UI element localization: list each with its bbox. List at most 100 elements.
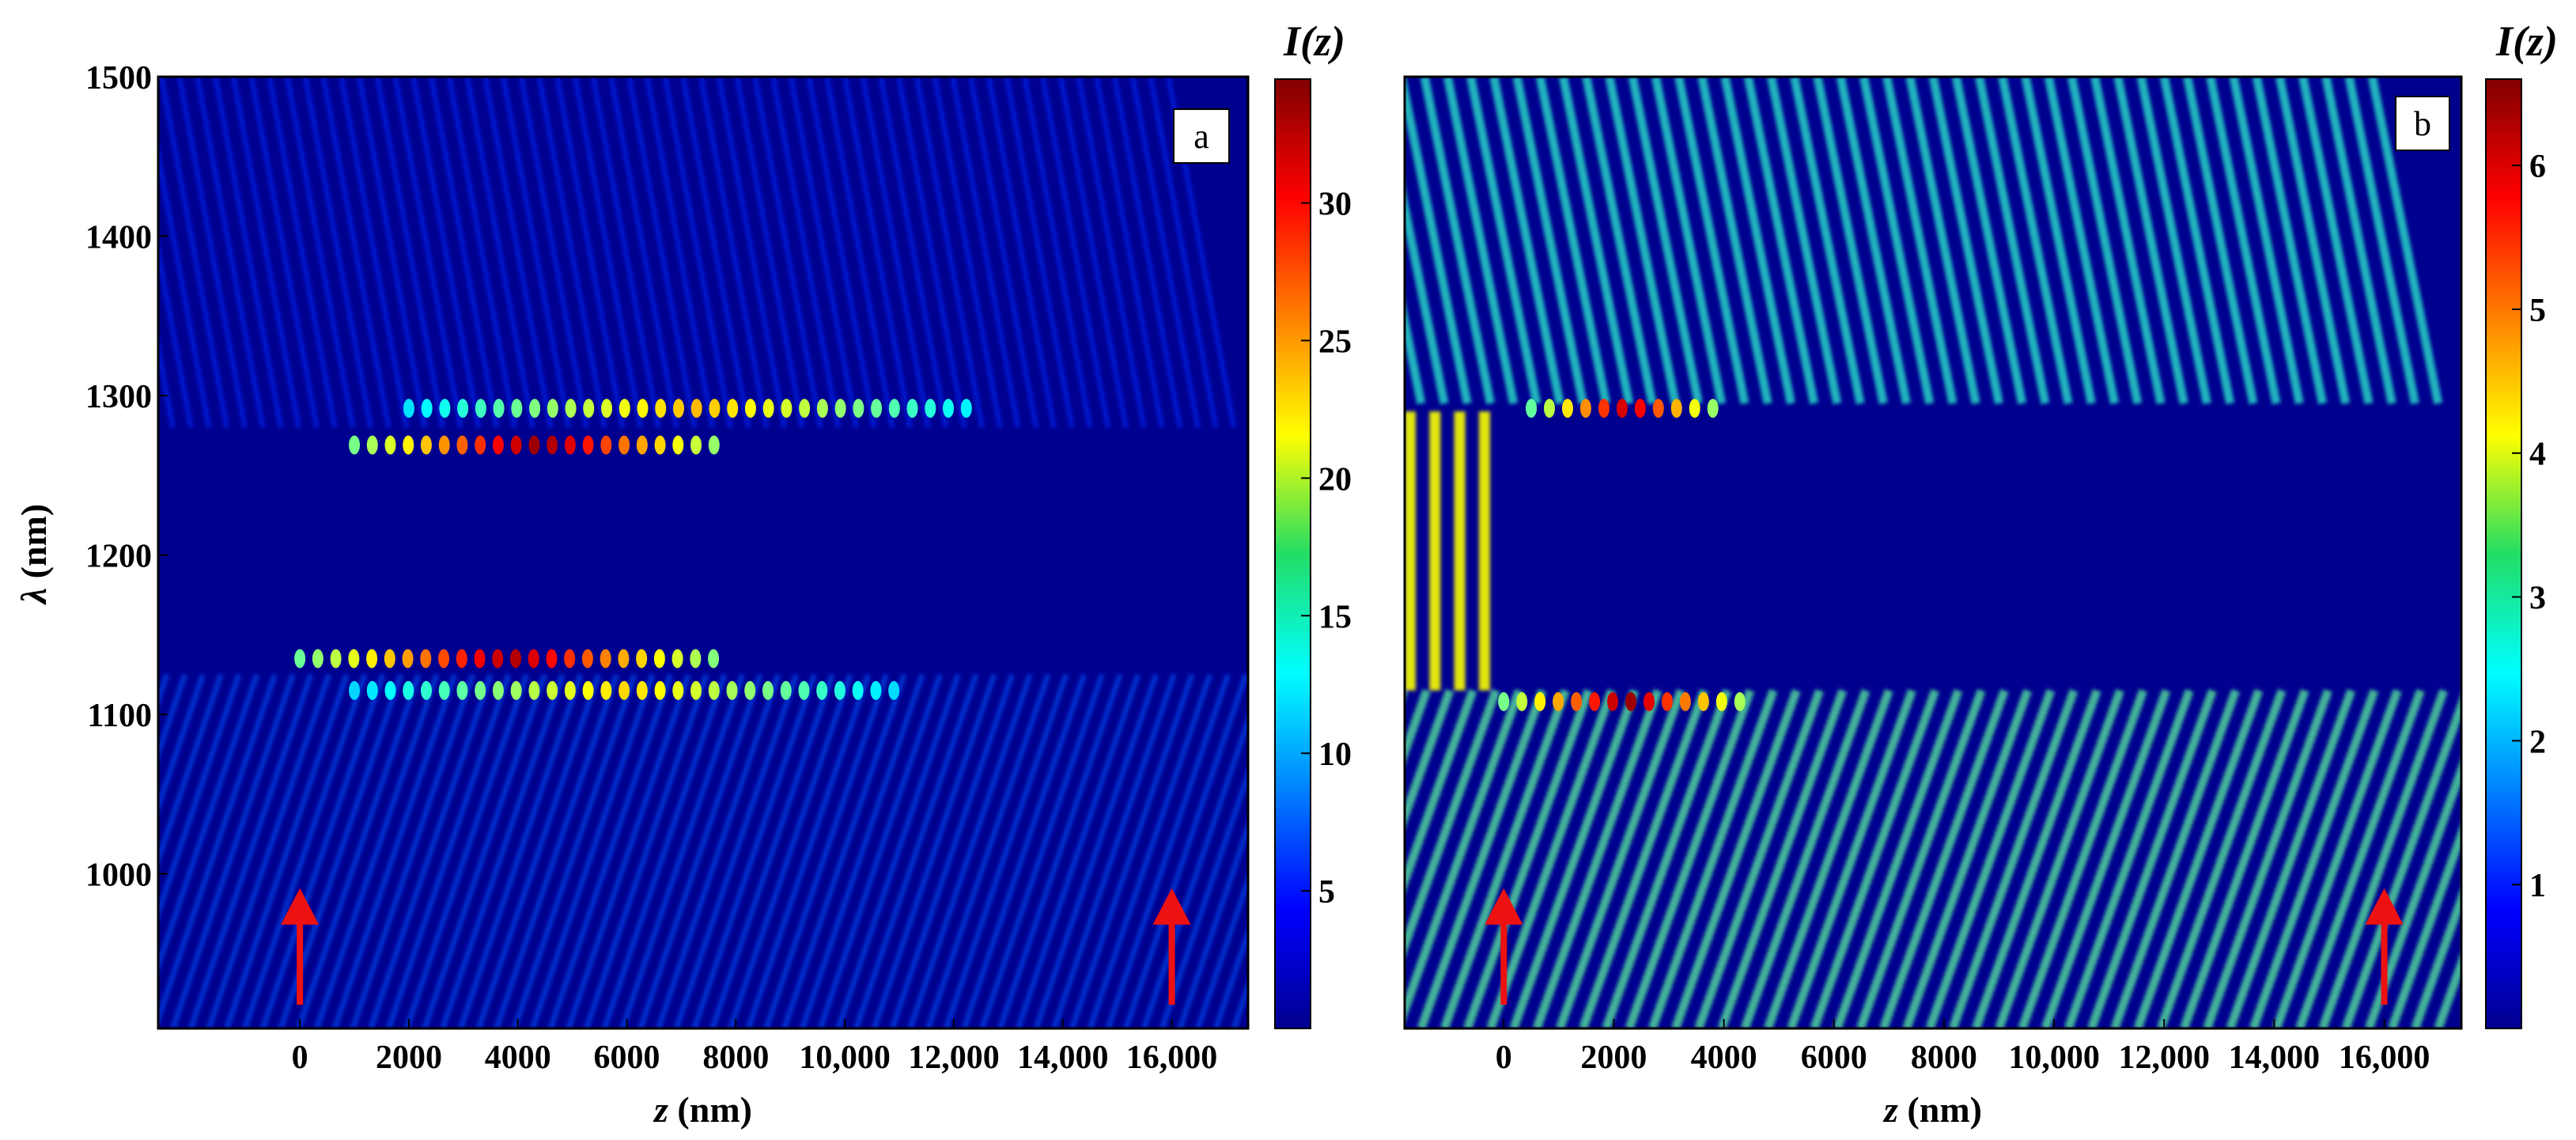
panel-b-hot-spot (1498, 691, 1510, 711)
panel-b-fringe (1439, 688, 1570, 1028)
panel-a-fringe (158, 673, 188, 763)
panel-b-fringe (1671, 688, 1801, 1028)
panel-a-hot-spot (439, 399, 451, 419)
panel-a-fringe (878, 77, 949, 428)
panel-b-label: b (2414, 104, 2431, 143)
panel-a-hot-spot (780, 680, 792, 700)
panel-a-hot-spot (601, 399, 613, 419)
panel-a-fringe (1105, 673, 1231, 1028)
panel-a-fringe (386, 673, 512, 1028)
panel-a-arrow-head (1152, 888, 1191, 925)
panel-b-fringe (1466, 77, 1541, 405)
panel-a-fringe (158, 77, 230, 428)
panel-a-hot-spot (654, 680, 666, 700)
panel-b-x-tick-label: 8000 (1911, 1040, 1977, 1076)
panel-b-fringe (1647, 688, 1778, 1028)
panel-b-fringe (2203, 688, 2332, 1028)
panel-b-fringe (2411, 886, 2461, 1028)
panel-a-fringe (800, 673, 925, 1028)
panel-b-plot-frame (1403, 75, 2463, 1030)
panel-a-hot-spot (581, 649, 593, 668)
panel-b-x-tick-label: 10,000 (2008, 1040, 2100, 1076)
panel-a-hot-spot (438, 649, 450, 668)
panel-a-hot-spot (799, 399, 811, 419)
panel-b-fringe (1859, 77, 1935, 405)
panel-a-fringe (823, 77, 895, 428)
panel-a-hot-spot (366, 435, 378, 455)
panel-a-fringe (889, 673, 1015, 1028)
panel-b-fringe (1905, 77, 1980, 405)
panel-a-hot-spot (510, 680, 522, 700)
panel-a-fringe (662, 77, 733, 428)
panel-a-fringe (0, 77, 65, 427)
panel-a-colorbar-tick-label: 5 (1318, 874, 1335, 911)
panel-a-fringe (1129, 77, 1201, 428)
panel-b-fringe (2229, 77, 2304, 405)
panel-a-fringe (158, 673, 224, 869)
panel-a-fringe (925, 673, 1051, 1028)
panel-a-fringe (943, 673, 1069, 1028)
panel-a-hot-spot (672, 399, 684, 419)
panel-a-hot-spot (798, 680, 810, 700)
panel-a-label: a (1193, 117, 1209, 156)
panel-a-fringe (368, 673, 494, 1028)
panel-b-fringe (2183, 77, 2258, 405)
panel-a-x-ticks: 0 2000 4000 6000 8000 10,000 12,000 14,000 16,00… (292, 1019, 1217, 1076)
panel-a-hot-spot (853, 399, 864, 419)
panel-a-fringe (1159, 765, 1248, 1028)
panel-b-fringe (2226, 688, 2356, 1028)
panel-b-fringe (2113, 77, 2188, 405)
panel-a-fringe (482, 77, 554, 428)
panel-b-fringe (2318, 688, 2448, 1028)
panel-b-x-tick-label: 0 (1496, 1040, 1512, 1076)
panel-a-fringe (1033, 673, 1159, 1028)
panel-a-fringe (1039, 77, 1111, 428)
panel-a-fringe (242, 673, 368, 1028)
panel-b-fringe (1532, 688, 1662, 1028)
panel-a-fringe (530, 673, 656, 1028)
panel-a-hot-spot (637, 399, 649, 419)
panel-a-fringe (656, 673, 781, 1028)
panel-b-fringe (2021, 77, 2096, 405)
panel-b-fringe (1509, 688, 1640, 1028)
panel-a-fringe (781, 673, 907, 1028)
panel-a-fringe (339, 77, 410, 428)
panel-b-colorbar-tick-label: 4 (2529, 437, 2546, 473)
panel-b-x-tick-label: 4000 (1691, 1040, 1757, 1076)
panel-a-fringe (817, 673, 944, 1028)
panel-a-hot-spot (852, 680, 864, 700)
panel-a-fringe (1051, 673, 1177, 1028)
panel-a-hot-spot (960, 399, 972, 419)
panel-b-fringe (2206, 77, 2281, 405)
panel-b-fringe (1740, 688, 1871, 1028)
panel-a-fringe (763, 673, 889, 1028)
panel-a-fringe (716, 77, 788, 428)
panel-a-fringe (554, 77, 626, 428)
panel-b-fringe (1405, 688, 1432, 765)
panel-a-hot-spot (834, 399, 846, 419)
panel-b-hot-spot (1589, 691, 1601, 711)
panel-a-fringe (907, 673, 1033, 1028)
panel-a-fringe (997, 673, 1123, 1028)
panel-a-hot-spot (888, 680, 900, 700)
panel-a-fringe (158, 673, 260, 975)
panel-a-fringe (601, 673, 728, 1028)
panel-a-hot-spot (529, 399, 541, 419)
panel-a-hot-spot (384, 649, 395, 668)
panel-a-fringe (961, 673, 1087, 1028)
panel-a-fringe (212, 77, 284, 428)
panel-a-fringe (914, 77, 985, 428)
panel-a-hot-spot (762, 399, 774, 419)
panel-a-hot-spot (492, 649, 504, 668)
panel-a-fringe (410, 77, 482, 428)
panel-a-x-tick-label: 14,000 (1017, 1040, 1109, 1076)
panel-a-hot-spot (403, 399, 414, 419)
panel-a-fringe (860, 77, 931, 428)
panel-a-arrows (281, 888, 1191, 1005)
panel-b-fringe (1879, 688, 2009, 1028)
panel-a-hot-spot (420, 649, 432, 668)
panel-a-hot-spot (834, 680, 845, 700)
panel-b-colorbar: 1 2 3 4 5 6 I(z) (2485, 17, 2558, 1029)
panel-a-fringe (158, 333, 176, 428)
panel-b-fringe (1405, 300, 1426, 405)
